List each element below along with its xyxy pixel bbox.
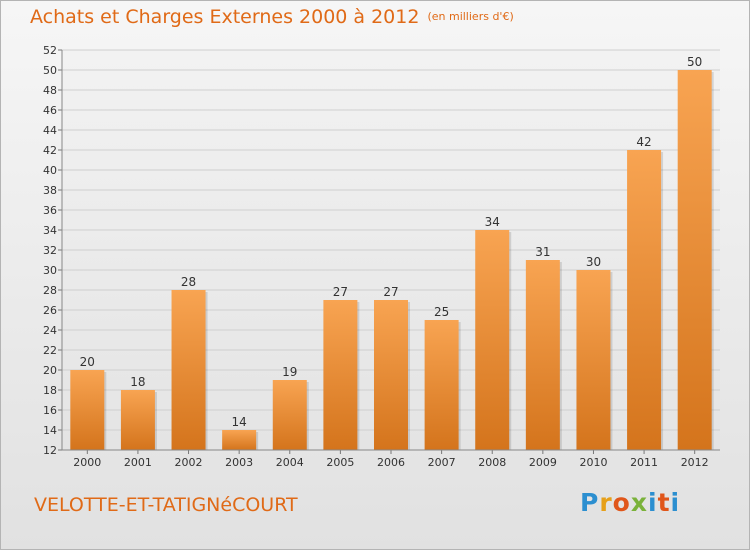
x-tick-label: 2007: [428, 456, 456, 469]
data-label: 14: [232, 415, 247, 429]
bar: [222, 430, 257, 450]
bar: [171, 290, 206, 450]
x-tick-label: 2001: [124, 456, 152, 469]
data-label: 18: [130, 375, 145, 389]
bar: [323, 300, 358, 450]
x-tick-label: 2009: [529, 456, 557, 469]
x-tick-label: 2004: [276, 456, 304, 469]
chart-title: Achats et Charges Externes 2000 à 2012 (e…: [30, 6, 514, 28]
data-label: 31: [535, 245, 550, 259]
y-tick-label: 16: [43, 404, 57, 417]
x-tick-label: 2005: [326, 456, 354, 469]
x-tick-label: 2000: [73, 456, 101, 469]
bar: [70, 370, 105, 450]
y-tick-label: 44: [43, 124, 57, 137]
y-tick-label: 28: [43, 284, 57, 297]
chart-title-text: Achats et Charges Externes 2000 à 2012: [30, 6, 420, 28]
bar: [272, 380, 307, 450]
bar: [374, 300, 408, 450]
data-label: 30: [586, 255, 601, 269]
y-tick-label: 50: [43, 64, 57, 77]
data-label: 34: [485, 215, 500, 229]
y-tick-label: 30: [43, 264, 57, 277]
bars: 20 18 28 14 19 27 27 25 34 31 30 42 50: [70, 55, 714, 450]
data-label: 19: [282, 365, 297, 379]
y-tick-label: 18: [43, 384, 57, 397]
data-label: 27: [333, 285, 348, 299]
y-tick-label: 48: [43, 84, 57, 97]
bar: [475, 230, 510, 450]
y-tick-label: 24: [43, 324, 57, 337]
x-tick-label: 2003: [225, 456, 253, 469]
y-tick-label: 22: [43, 344, 57, 357]
y-tick-label: 12: [43, 444, 57, 457]
data-label: 27: [383, 285, 398, 299]
data-label: 50: [687, 55, 702, 69]
commune-name: VELOTTE-ET-TATIGNéCOURT: [34, 494, 298, 516]
bar: [120, 390, 155, 450]
y-tick-label: 20: [43, 364, 57, 377]
y-tick-label: 34: [43, 224, 57, 237]
y-tick-label: 32: [43, 244, 57, 257]
x-tick-label: 2010: [579, 456, 607, 469]
y-tick-label: 14: [43, 424, 57, 437]
y-tick-label: 46: [43, 104, 57, 117]
x-tick-label: 2011: [630, 456, 658, 469]
bar: [525, 260, 560, 450]
bar: [677, 70, 712, 450]
x-tick-label: 2008: [478, 456, 506, 469]
y-tick-label: 42: [43, 144, 57, 157]
bar: [424, 320, 459, 450]
y-axis: 12 14 16 18 20 22 24 26 28 30 32 34 36 38 40 42 44 46 48 50…: [43, 44, 63, 457]
data-label: 28: [181, 275, 196, 289]
y-tick-label: 26: [43, 304, 57, 317]
x-tick-label: 2006: [377, 456, 405, 469]
x-axis: 2000 2001 2002 2003 2004 2005 2006 2007 2008 2009…: [62, 449, 720, 469]
y-tick-label: 40: [43, 164, 57, 177]
y-tick-label: 36: [43, 204, 57, 217]
data-label: 42: [636, 135, 651, 149]
bar: [576, 270, 611, 450]
data-label: 25: [434, 305, 449, 319]
x-tick-label: 2012: [681, 456, 709, 469]
proxiti-logo: Proxiti: [580, 488, 681, 517]
data-label: 20: [80, 355, 95, 369]
bar: [627, 150, 662, 450]
y-tick-label: 52: [43, 44, 57, 57]
chart-unit: (en milliers d'€): [427, 10, 514, 23]
x-tick-label: 2002: [175, 456, 203, 469]
y-tick-label: 38: [43, 184, 57, 197]
